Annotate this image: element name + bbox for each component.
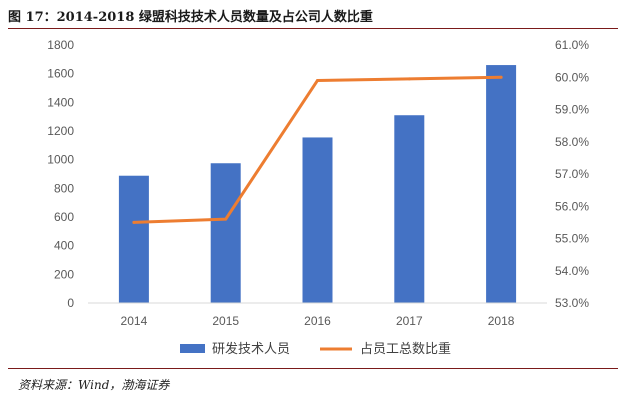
bar-2017	[394, 115, 425, 303]
bar-2016	[302, 137, 333, 303]
right-tick-label: 54.0%	[555, 264, 589, 278]
legend-bar-label: 研发技术人员	[212, 341, 290, 357]
source-rule	[8, 368, 618, 369]
source-note: 资料来源：Wind，渤海证券	[18, 378, 170, 392]
x-tick-label: 2017	[396, 314, 423, 328]
right-tick-label: 57.0%	[555, 167, 589, 181]
line-point-2017	[407, 77, 411, 81]
right-tick-label: 61.0%	[555, 38, 589, 52]
bar-2014	[118, 175, 149, 303]
left-tick-label: 1600	[47, 67, 74, 81]
bar-2018	[486, 65, 517, 303]
left-tick-label: 1400	[47, 95, 74, 109]
bar-2015	[210, 163, 241, 303]
x-tick-label: 2016	[304, 314, 331, 328]
x-axis-ticks: 2014 2015 2016 2017 2018	[121, 314, 515, 328]
title-rule	[8, 28, 618, 29]
line-series	[132, 75, 503, 224]
left-tick-label: 600	[54, 210, 74, 224]
right-tick-label: 59.0%	[555, 103, 589, 117]
left-tick-label: 1200	[47, 124, 74, 138]
right-tick-label: 53.0%	[555, 296, 589, 310]
left-axis-ticks: 0 200 400 600 800 1000 1200 1400 1600 1800	[47, 38, 74, 310]
legend-line-label: 占员工总数比重	[360, 341, 451, 357]
right-tick-label: 58.0%	[555, 135, 589, 149]
legend: 研发技术人员 占员工总数比重	[180, 341, 451, 357]
left-tick-label: 0	[67, 296, 74, 310]
line-point-2015	[224, 217, 228, 221]
right-tick-label: 60.0%	[555, 70, 589, 84]
line-point-2016	[316, 78, 319, 82]
bar-series	[118, 65, 517, 303]
x-tick-label: 2018	[488, 314, 515, 328]
left-tick-label: 1800	[47, 38, 74, 52]
left-tick-label: 800	[54, 181, 74, 195]
line-point-2014	[132, 220, 136, 224]
left-tick-label: 400	[54, 239, 74, 253]
right-tick-label: 55.0%	[555, 232, 589, 246]
x-tick-label: 2014	[121, 314, 148, 328]
right-axis-ticks: 53.0% 54.0% 55.0% 56.0% 57.0% 58.0% 59.0% 60.0%…	[555, 38, 589, 310]
figure-title: 图 17：2014-2018 绿盟科技技术人员数量及占公司人数比重	[8, 10, 373, 25]
left-tick-label: 200	[54, 267, 74, 281]
x-tick-label: 2015	[212, 314, 239, 328]
line-point-2018	[499, 75, 503, 79]
legend-bar-swatch	[180, 344, 205, 353]
right-tick-label: 56.0%	[555, 199, 589, 213]
left-tick-label: 1000	[47, 153, 74, 167]
